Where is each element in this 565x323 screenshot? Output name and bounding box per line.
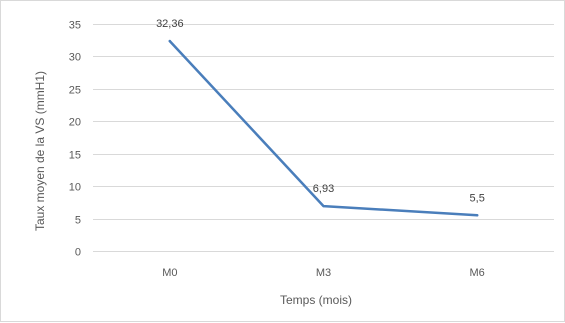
x-axis-title: Temps (mois) <box>280 293 352 307</box>
data-point <box>322 204 325 208</box>
y-tick-label: 15 <box>69 150 81 162</box>
y-tick-label: 10 <box>69 182 81 194</box>
y-tick-label: 35 <box>69 20 81 32</box>
data-label: 6,93 <box>313 183 334 195</box>
y-tick-label: 5 <box>75 215 81 227</box>
data-labels: 32,36 6,93 5,5 <box>156 18 485 204</box>
x-tick-label: M6 <box>470 267 485 279</box>
gridlines <box>93 24 554 252</box>
data-label: 32,36 <box>156 18 184 30</box>
series-layer <box>168 39 479 217</box>
y-tick-label: 0 <box>75 247 81 259</box>
y-axis-title: Taux moyen de la VS (mmH1) <box>33 71 47 231</box>
x-tick-label: M3 <box>316 267 331 279</box>
y-tick-label: 25 <box>69 85 81 97</box>
y-tick-label: 30 <box>69 52 81 64</box>
data-point <box>475 214 479 217</box>
y-axis-ticks: 0 5 10 15 20 25 30 35 <box>69 20 81 259</box>
y-tick-label: 20 <box>69 117 81 129</box>
x-axis-ticks: M0 M3 M6 <box>162 267 485 279</box>
data-point <box>168 39 172 43</box>
data-label: 5,5 <box>470 192 485 204</box>
x-tick-label: M0 <box>162 267 177 279</box>
